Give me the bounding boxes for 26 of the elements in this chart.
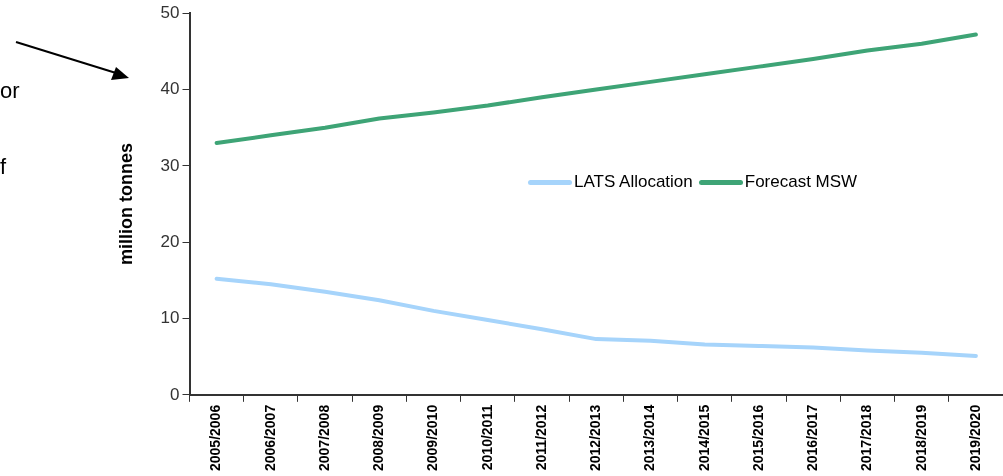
- y-tick-label: 10: [160, 308, 180, 328]
- legend-label: LATS Allocation: [574, 172, 693, 192]
- x-tick-label: 2010/2011: [478, 404, 495, 471]
- y-tick-label: 20: [160, 231, 180, 251]
- x-tick-label: 2008/2009: [370, 404, 387, 472]
- y-tick-label: 30: [160, 155, 180, 175]
- x-tick-label: 2013/2014: [641, 404, 658, 472]
- text: or: [0, 78, 20, 104]
- x-tick-label: 2009/2010: [424, 404, 441, 472]
- x-tick-label: 2007/2008: [315, 404, 332, 472]
- x-tick-label: 2011/2012: [532, 404, 549, 471]
- x-tick-label: 2014/2015: [695, 404, 712, 472]
- x-tick-label: 2005/2006: [207, 404, 224, 472]
- x-tick-label: 2017/2018: [858, 404, 875, 472]
- y-axis-title: million tonnes: [115, 143, 136, 266]
- x-tick-label: 2018/2019: [912, 404, 929, 472]
- y-tick-label: 50: [160, 2, 180, 22]
- x-tick-label: 2016/2017: [804, 404, 821, 472]
- text: f: [0, 154, 7, 180]
- y-tick-label: 0: [170, 384, 180, 404]
- x-tick-label: 2015/2016: [749, 404, 766, 472]
- x-tick-label: 2012/2013: [587, 404, 604, 472]
- legend-label: Forecast MSW: [744, 172, 858, 192]
- x-tick-label: 2006/2007: [261, 404, 278, 472]
- x-tick-label: 2019/2020: [966, 404, 983, 472]
- y-tick-label: 40: [160, 79, 180, 99]
